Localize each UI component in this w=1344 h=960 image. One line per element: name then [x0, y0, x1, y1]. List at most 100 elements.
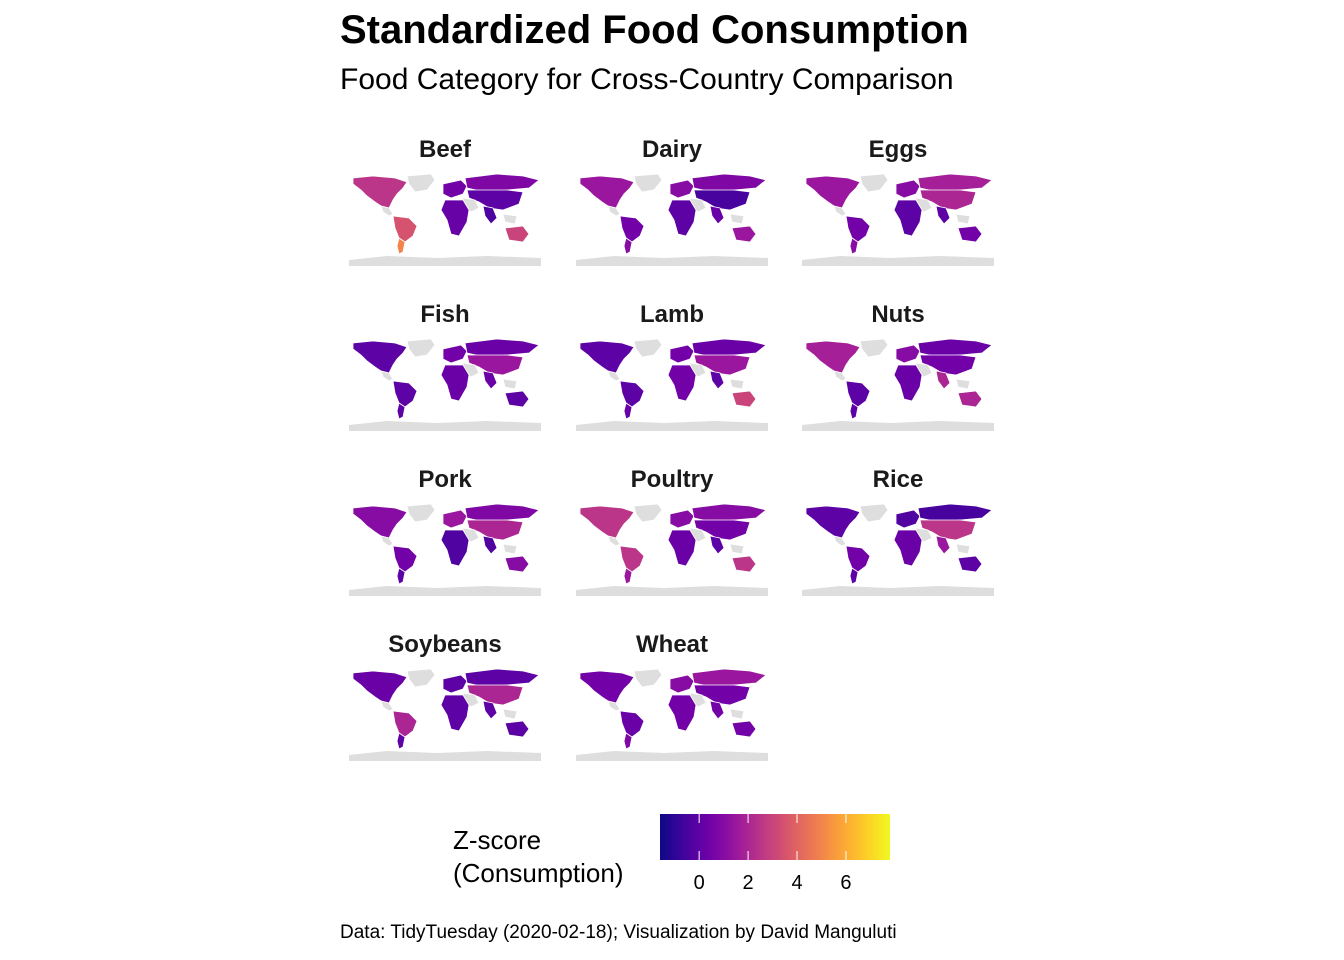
region-south-america [392, 545, 418, 573]
facet-panel-poultry: Poultry [574, 466, 770, 616]
region-antarctica [576, 421, 768, 431]
region-australia [957, 555, 983, 573]
region-africa [893, 364, 923, 402]
region-south-america [392, 380, 418, 408]
region-europe [669, 344, 695, 364]
facet-title: Soybeans [388, 631, 502, 658]
region-greenland [633, 503, 663, 523]
region-south-asia [482, 700, 498, 720]
region-southeast-asia [502, 708, 518, 720]
facet-panel-wheat: Wheat [574, 631, 770, 781]
facet-title: Beef [418, 136, 472, 163]
region-europe [669, 674, 695, 694]
world-map [576, 503, 768, 596]
region-south-asia [482, 370, 498, 390]
region-south-america [619, 710, 645, 738]
region-antarctica [802, 421, 994, 431]
legend-tick-label: 0 [693, 872, 705, 894]
region-southeast-asia [729, 543, 745, 555]
region-greenland [406, 173, 436, 193]
region-north-america [805, 175, 861, 209]
legend-title: Z-score (Consumption) [453, 824, 624, 890]
region-africa [667, 364, 697, 402]
region-greenland [633, 173, 663, 193]
region-southeast-asia [729, 213, 745, 225]
region-south-america [845, 215, 871, 243]
region-australia [504, 555, 530, 573]
region-south-asia [482, 535, 498, 555]
region-russia [917, 173, 993, 193]
region-africa [667, 199, 697, 237]
region-southeast-asia [955, 543, 971, 555]
region-antarctica [802, 586, 994, 596]
region-antarctica [349, 421, 541, 431]
region-southern-south-america [623, 237, 633, 255]
facet-panel-nuts: Nuts [800, 301, 996, 451]
region-north-america [805, 505, 861, 539]
region-greenland [633, 338, 663, 358]
world-map [576, 338, 768, 431]
region-southern-south-america [396, 567, 406, 585]
region-greenland [859, 173, 889, 193]
region-southern-south-america [849, 567, 859, 585]
region-central-america [607, 535, 621, 547]
region-central-america [607, 700, 621, 712]
facet-panel-rice: Rice [800, 466, 996, 616]
world-map [802, 173, 994, 266]
region-south-america [619, 545, 645, 573]
region-south-asia [709, 370, 725, 390]
region-greenland [406, 668, 436, 688]
region-south-asia [709, 535, 725, 555]
region-north-america [352, 175, 408, 209]
region-north-america [352, 670, 408, 704]
world-map [349, 503, 541, 596]
legend-colorbar [660, 814, 890, 860]
legend-tick-label: 6 [840, 872, 852, 894]
region-southeast-asia [955, 378, 971, 390]
facet-panel-pork: Pork [347, 466, 543, 616]
region-europe [895, 509, 921, 529]
region-africa [893, 529, 923, 567]
region-antarctica [802, 256, 994, 266]
region-greenland [859, 503, 889, 523]
region-africa [440, 199, 470, 237]
region-southern-south-america [849, 237, 859, 255]
region-north-america [805, 340, 861, 374]
facet-panel-lamb: Lamb [574, 301, 770, 451]
chart-subtitle: Food Category for Cross-Country Comparis… [340, 63, 954, 96]
region-central-america [380, 205, 394, 217]
region-south-asia [935, 205, 951, 225]
legend-tick-label: 4 [791, 872, 803, 894]
region-greenland [633, 668, 663, 688]
region-central-america [607, 205, 621, 217]
region-greenland [406, 338, 436, 358]
region-africa [440, 694, 470, 732]
region-europe [669, 179, 695, 199]
region-north-america [352, 505, 408, 539]
region-southeast-asia [502, 543, 518, 555]
legend-tick-label: 2 [742, 872, 754, 894]
region-central-america [833, 205, 847, 217]
region-russia [464, 173, 540, 193]
region-southeast-asia [502, 378, 518, 390]
region-australia [504, 390, 530, 408]
region-antarctica [349, 586, 541, 596]
region-southeast-asia [502, 213, 518, 225]
region-australia [731, 390, 757, 408]
region-southeast-asia [729, 708, 745, 720]
region-north-america [579, 505, 635, 539]
region-europe [442, 509, 468, 529]
region-north-america [579, 670, 635, 704]
region-central-america [380, 370, 394, 382]
region-central-america [833, 535, 847, 547]
world-map [802, 503, 994, 596]
facet-title: Lamb [639, 301, 704, 328]
region-russia [691, 503, 767, 523]
region-southern-south-america [623, 567, 633, 585]
facet-panel-dairy: Dairy [574, 136, 770, 286]
world-map [576, 668, 768, 761]
region-south-america [619, 380, 645, 408]
facet-panel-soybeans: Soybeans [347, 631, 543, 781]
region-russia [691, 173, 767, 193]
region-south-asia [709, 700, 725, 720]
